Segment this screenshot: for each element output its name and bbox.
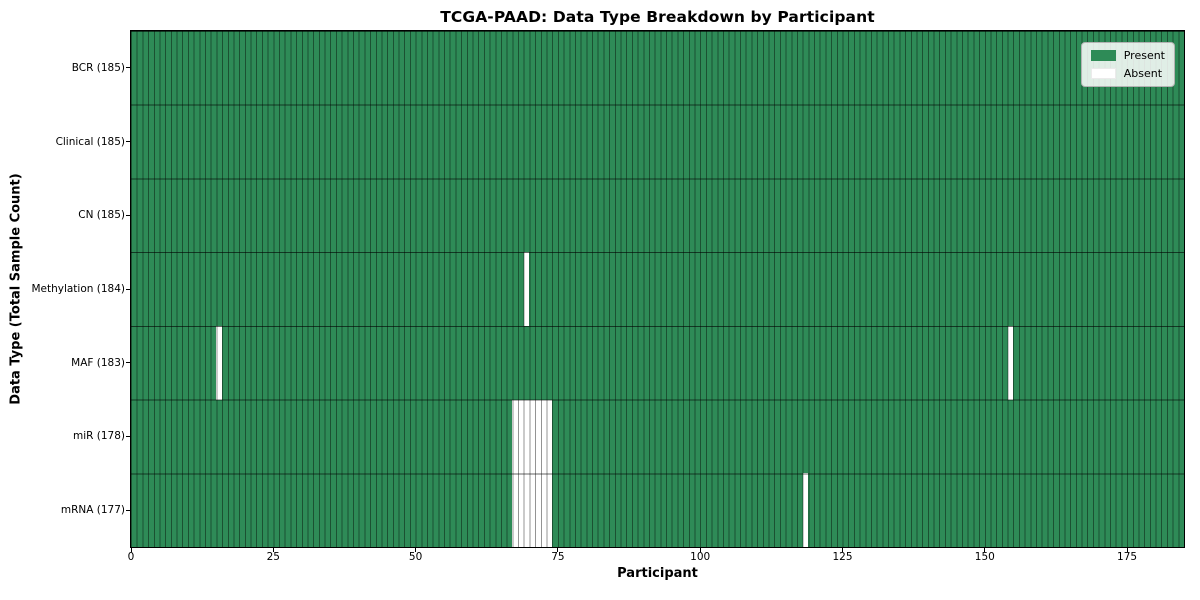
absent-cell [1007,325,1014,400]
x-tick-mark [272,548,274,552]
y-tick-label-clinical: Clinical (185) [55,135,125,148]
y-tick-mark [126,362,130,364]
chart-row-clinical [131,104,1184,179]
y-tick-label-mrna: mRNA (177) [60,504,125,517]
x-tick-label-125: 125 [832,551,853,563]
x-tick-mark [984,548,986,552]
x-axis-label: Participant [617,566,698,581]
absent-cell [216,325,223,400]
y-tick-mark [126,214,130,216]
y-tick-label-maf: MAF (183) [71,356,125,369]
absent-cell [546,399,553,474]
y-tick-mark [126,509,130,511]
x-tick-label-175: 175 [1117,551,1138,563]
x-tick-mark [841,548,843,552]
y-tick-mark [126,67,130,69]
chart-row-mir [131,399,1184,474]
legend-swatch-present [1090,50,1116,61]
chart-row-cn [131,178,1184,253]
legend-swatch-absent [1090,68,1116,79]
y-tick-mark [126,435,130,437]
x-tick-label-25: 25 [266,551,280,563]
chart-row-bcr [131,31,1184,105]
x-tick-label-75: 75 [551,551,565,563]
plot-area: Present Absent [130,30,1185,548]
y-tick-mark [126,141,130,143]
absent-cell [802,473,809,548]
y-tick-label-cn: CN (185) [78,209,125,222]
legend-label-absent: Absent [1123,67,1163,80]
x-tick-mark [557,548,559,552]
y-tick-label-methylation: Methylation (184) [31,283,125,295]
y-tick-label-bcr: BCR (185) [71,61,125,74]
x-tick-mark [415,548,417,552]
x-tick-mark [699,548,701,552]
legend-label-present: Present [1123,49,1165,62]
chart-row-mrna [131,473,1184,548]
absent-cell [546,473,553,548]
chart-row-methylation [131,252,1184,326]
x-tick-mark [130,548,132,552]
x-tick-mark [1126,548,1128,552]
absent-cell [523,252,530,326]
y-axis-label: Data Type (Total Sample Count) [8,173,24,405]
y-tick-label-mir: miR (178) [72,430,125,443]
rows-layer [131,31,1184,548]
x-tick-label-50: 50 [408,551,423,563]
chart-row-maf [131,325,1184,400]
chart-title: TCGA-PAAD: Data Type Breakdown by Partic… [440,8,875,26]
x-tick-label-100: 100 [690,551,711,563]
y-tick-mark [126,288,130,290]
legend: Present Absent [1080,42,1175,87]
legend-entry-present: Present [1090,49,1165,62]
x-tick-label-0: 0 [127,551,135,563]
legend-entry-absent: Absent [1090,67,1165,80]
x-tick-label-150: 150 [974,551,995,563]
